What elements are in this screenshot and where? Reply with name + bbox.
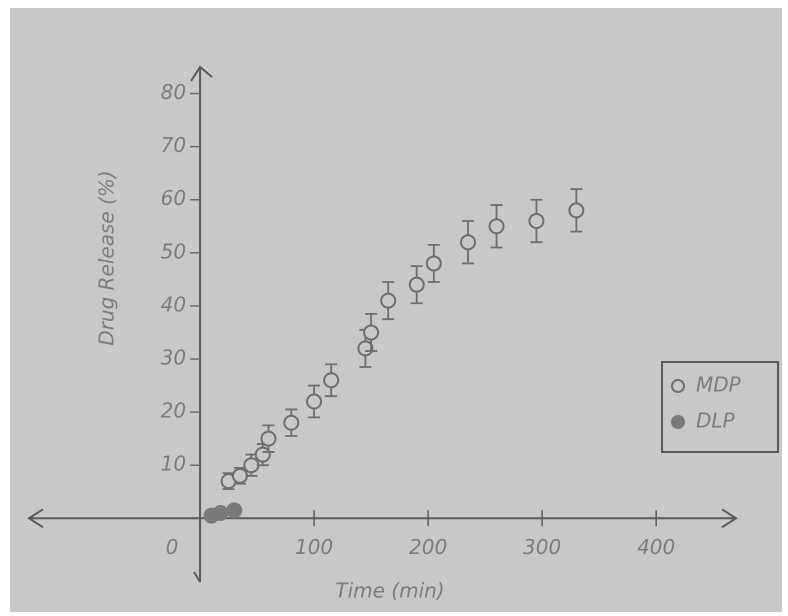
y-tick-label: 60 (161, 186, 186, 210)
point (528, 212, 545, 229)
x-tick-label: 300 (523, 535, 561, 559)
point (260, 430, 277, 447)
legend-box (661, 361, 779, 453)
point (306, 393, 323, 410)
y-tick-label: 70 (161, 133, 186, 157)
point (212, 504, 229, 521)
point (460, 234, 477, 251)
x-tick-label: 400 (637, 535, 675, 559)
legend-label: MDP (696, 373, 742, 397)
point (408, 276, 425, 293)
y-tick-label: 40 (161, 292, 186, 316)
point (283, 414, 300, 431)
x-axis (27, 508, 738, 529)
legend-marker (671, 415, 685, 429)
y-tick-label: 30 (161, 346, 186, 370)
x-tick-label: 100 (295, 535, 333, 559)
x-axis-label: Time (min) (335, 579, 444, 603)
x-tick-label: 0 (166, 535, 179, 559)
y-tick-label: 20 (161, 399, 186, 423)
point (323, 372, 340, 389)
x-tick-label: 200 (409, 535, 447, 559)
point (231, 467, 248, 484)
point (568, 202, 585, 219)
legend-marker (671, 379, 685, 393)
point (363, 324, 380, 341)
legend-label: DLP (696, 409, 736, 433)
point (226, 502, 243, 519)
point (488, 218, 505, 235)
paper (10, 8, 782, 612)
y-tick-label: 50 (161, 239, 186, 263)
point (243, 457, 260, 474)
y-tick-label: 80 (161, 80, 186, 104)
point (425, 255, 442, 272)
y-tick-label: 10 (161, 452, 186, 476)
point (380, 292, 397, 309)
y-axis-label: Drug Release (%) (95, 170, 119, 345)
y-axis (190, 65, 213, 583)
